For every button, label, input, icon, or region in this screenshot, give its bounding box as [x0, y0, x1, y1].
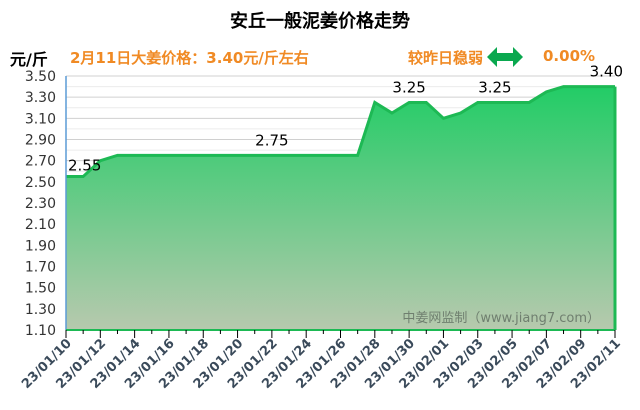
y-tick-label: 1.70	[25, 260, 56, 276]
price-note: 2月11日大姜价格：3.40元/斤左右	[70, 49, 309, 67]
price-area	[66, 86, 615, 330]
data-label: 3.40	[590, 63, 623, 81]
double-arrow-horizontal-icon	[487, 47, 523, 67]
y-tick-label: 3.10	[25, 111, 56, 127]
y-tick-label: 2.90	[25, 133, 56, 149]
y-tick-label: 1.10	[25, 323, 56, 339]
change-percent: 0.00%	[543, 47, 596, 65]
data-label: 2.75	[255, 131, 288, 149]
y-tick-label: 2.50	[25, 175, 56, 191]
y-tick-label: 1.90	[25, 238, 56, 254]
y-tick-label: 2.10	[25, 217, 56, 233]
compare-label: 较昨日稳弱	[408, 49, 484, 67]
y-tick-label: 1.50	[25, 281, 56, 297]
y-tick-label: 3.30	[25, 90, 56, 106]
y-tick-label: 3.50	[25, 69, 56, 85]
y-tick-label: 2.70	[25, 154, 56, 170]
y-tick-label: 2.30	[25, 196, 56, 212]
y-tick-label: 1.30	[25, 302, 56, 318]
watermark: 中姜网监制（www.jiang7.com）	[402, 311, 600, 326]
data-label: 3.25	[392, 78, 425, 96]
chart-title: 安丘一般泥姜价格走势	[230, 10, 410, 32]
data-label: 2.55	[68, 157, 101, 175]
y-axis-unit: 元/斤	[10, 50, 48, 69]
data-label: 3.25	[478, 78, 511, 96]
price-line	[66, 85, 615, 179]
